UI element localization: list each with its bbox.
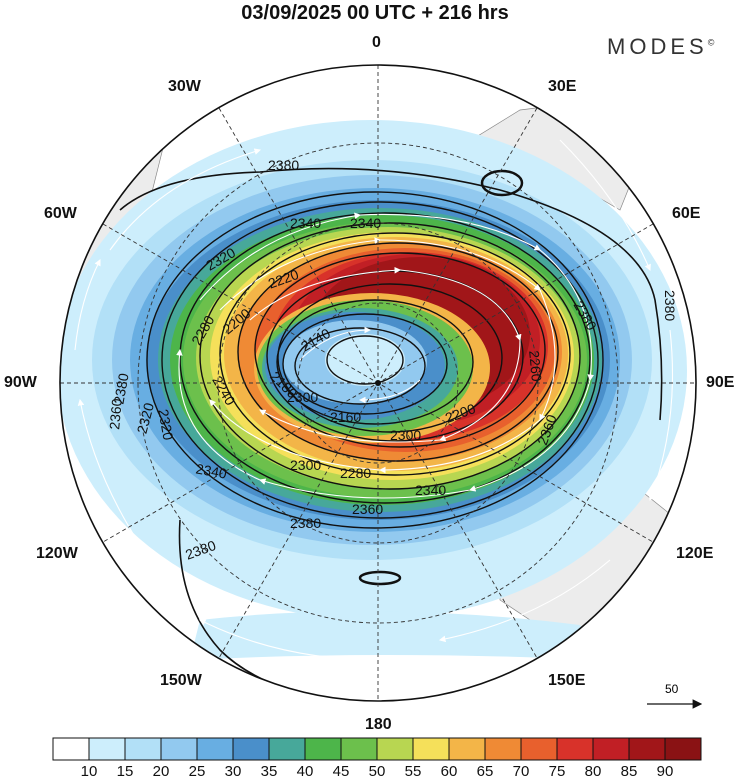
lon-label-90e: 90E bbox=[706, 374, 735, 391]
colorbar-cell bbox=[340, 737, 378, 761]
colorbar-tick-label: 85 bbox=[620, 763, 638, 780]
colorbar-cell bbox=[520, 737, 558, 761]
contour-2220 bbox=[277, 283, 503, 433]
lon-label-150w: 150W bbox=[160, 672, 202, 689]
southern-jet-patch bbox=[190, 611, 600, 660]
colorbar-cell bbox=[232, 737, 270, 761]
contour-label: 2320 bbox=[134, 401, 158, 435]
colorbar-cell bbox=[376, 737, 414, 761]
colorbar-tick-label: 20 bbox=[152, 763, 170, 780]
lon-label-0: 0 bbox=[372, 34, 381, 51]
brand-mark: © bbox=[707, 37, 715, 48]
lon-label-60e: 60E bbox=[672, 205, 701, 222]
wind-streamlines bbox=[74, 106, 673, 661]
colorbar-cell bbox=[196, 737, 234, 761]
colorbar-cell bbox=[304, 737, 342, 761]
colorbar-tick-label: 60 bbox=[440, 763, 458, 780]
lon-label-120w: 120W bbox=[36, 545, 78, 562]
contour-label: 2360 bbox=[106, 398, 125, 431]
lon-label-150e: 150E bbox=[548, 672, 586, 689]
colorbar-tick-label: 55 bbox=[404, 763, 422, 780]
colorbar-cell bbox=[484, 737, 522, 761]
colorbar-tick-label: 50 bbox=[368, 763, 386, 780]
colorbar-cell bbox=[52, 737, 90, 761]
colorbar-tick-label: 65 bbox=[476, 763, 494, 780]
colorbar-tick-label: 75 bbox=[548, 763, 566, 780]
contour-2200 bbox=[276, 299, 474, 425]
contour-label: 2360 bbox=[352, 501, 383, 517]
lon-label-180: 180 bbox=[365, 716, 392, 733]
colorbar-cell bbox=[556, 737, 594, 761]
lon-label-30w: 30W bbox=[168, 78, 201, 95]
colorbar-cell bbox=[448, 737, 486, 761]
contour-label: 2260 bbox=[526, 350, 545, 383]
inner-core bbox=[325, 334, 405, 386]
map-title: 03/09/2025 00 UTC + 216 hrs bbox=[241, 2, 509, 24]
contour-label: 2380 bbox=[290, 515, 321, 531]
colorbar-cell bbox=[160, 737, 198, 761]
map-border bbox=[59, 64, 697, 702]
map-disk bbox=[60, 65, 696, 701]
contour-label: 2340 bbox=[350, 215, 381, 231]
arrow-right-icon bbox=[647, 699, 703, 709]
small-closed-contour-south bbox=[358, 570, 402, 586]
contour-2260 bbox=[254, 252, 546, 448]
contour-label: 2300 bbox=[390, 427, 421, 443]
colorbar-tick-label: 35 bbox=[260, 763, 278, 780]
contour-label: 2340 bbox=[415, 482, 446, 498]
colorbar-cell bbox=[592, 737, 630, 761]
contour-2180 bbox=[282, 313, 448, 415]
colorbar-tick-label: 90 bbox=[656, 763, 674, 780]
contour-label: 2380 bbox=[110, 372, 131, 406]
lon-label-120e: 120E bbox=[676, 545, 714, 562]
contour-label: 2280 bbox=[340, 465, 371, 481]
contour-2160 bbox=[294, 327, 426, 405]
contour-label: 2380 bbox=[268, 157, 299, 173]
contour-label: 2340 bbox=[290, 215, 321, 231]
contour-2280 bbox=[237, 242, 559, 462]
colorbar-cell bbox=[412, 737, 450, 761]
contour-label: 2340 bbox=[195, 460, 229, 481]
colorbar bbox=[52, 737, 702, 761]
colorbar-tick-label: 70 bbox=[512, 763, 530, 780]
contour-2340 bbox=[179, 212, 591, 504]
reference-vector: 50 bbox=[645, 682, 705, 712]
reference-vector-label: 50 bbox=[665, 682, 679, 696]
colorbar-cell bbox=[628, 737, 666, 761]
contour-label: 2320 bbox=[155, 408, 176, 442]
colorbar-cell bbox=[88, 737, 126, 761]
colorbar-tick-label: 30 bbox=[224, 763, 242, 780]
brand-name: MODES bbox=[607, 34, 708, 59]
contour-2140 bbox=[326, 335, 404, 385]
contour-label: 2300 bbox=[290, 457, 321, 473]
colorbar-tick-label: 40 bbox=[296, 763, 314, 780]
contour-2300 bbox=[219, 232, 571, 476]
colorbar-tick-label: 25 bbox=[188, 763, 206, 780]
lon-label-60w: 60W bbox=[44, 205, 77, 222]
colorbar-cell bbox=[124, 737, 162, 761]
colorbar-tick-label: 15 bbox=[116, 763, 134, 780]
contour-label: 2160 bbox=[330, 409, 361, 425]
south-pole-marker bbox=[375, 380, 381, 386]
lon-label-30e: 30E bbox=[548, 78, 577, 95]
contour-2380 bbox=[146, 191, 604, 529]
colorbar-cell bbox=[664, 737, 702, 761]
colorbar-tick-label: 45 bbox=[332, 763, 350, 780]
colorbar-tick-label: 10 bbox=[80, 763, 98, 780]
contour-label: 2300 bbox=[287, 389, 318, 405]
colorbar-tick-label: 80 bbox=[584, 763, 602, 780]
contour-label: 2380 bbox=[662, 290, 678, 321]
colorbar-cell bbox=[268, 737, 306, 761]
height-contours bbox=[119, 167, 663, 701]
contour-2360 bbox=[161, 201, 599, 519]
brand-logo: MODES© bbox=[607, 34, 714, 60]
small-closed-contour-north bbox=[480, 169, 524, 197]
lon-label-90w: 90W bbox=[4, 374, 37, 391]
